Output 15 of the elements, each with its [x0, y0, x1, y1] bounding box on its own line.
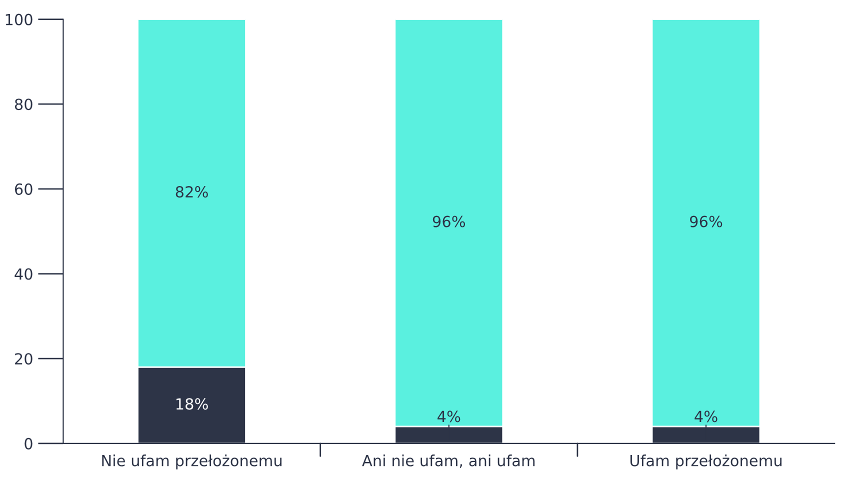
- data-label: 96%: [690, 216, 722, 228]
- y-tick-label: 100: [6, 14, 32, 26]
- data-label: 82%: [176, 186, 208, 198]
- y-tick-label: 80: [14, 98, 32, 110]
- data-label: 96%: [432, 216, 466, 228]
- y-tick-label: 0: [24, 438, 32, 450]
- data-label: 18%: [176, 398, 208, 410]
- y-tick-label: 60: [14, 183, 32, 195]
- data-label: 4%: [694, 410, 718, 422]
- x-tick-label: Nie ufam przełożonemu: [102, 454, 282, 470]
- y-tick-label: 20: [15, 353, 32, 365]
- data-label: 4%: [438, 410, 460, 422]
- x-tick-label: Ani nie ufam, ani ufam: [362, 454, 535, 468]
- y-tick-label: 40: [14, 268, 32, 280]
- x-tick-label: Ufam przełożonemu: [630, 454, 782, 470]
